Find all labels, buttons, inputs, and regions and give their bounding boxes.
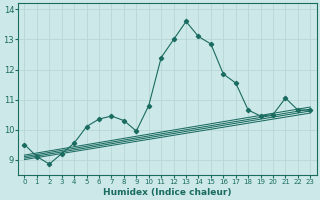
X-axis label: Humidex (Indice chaleur): Humidex (Indice chaleur)	[103, 188, 232, 197]
